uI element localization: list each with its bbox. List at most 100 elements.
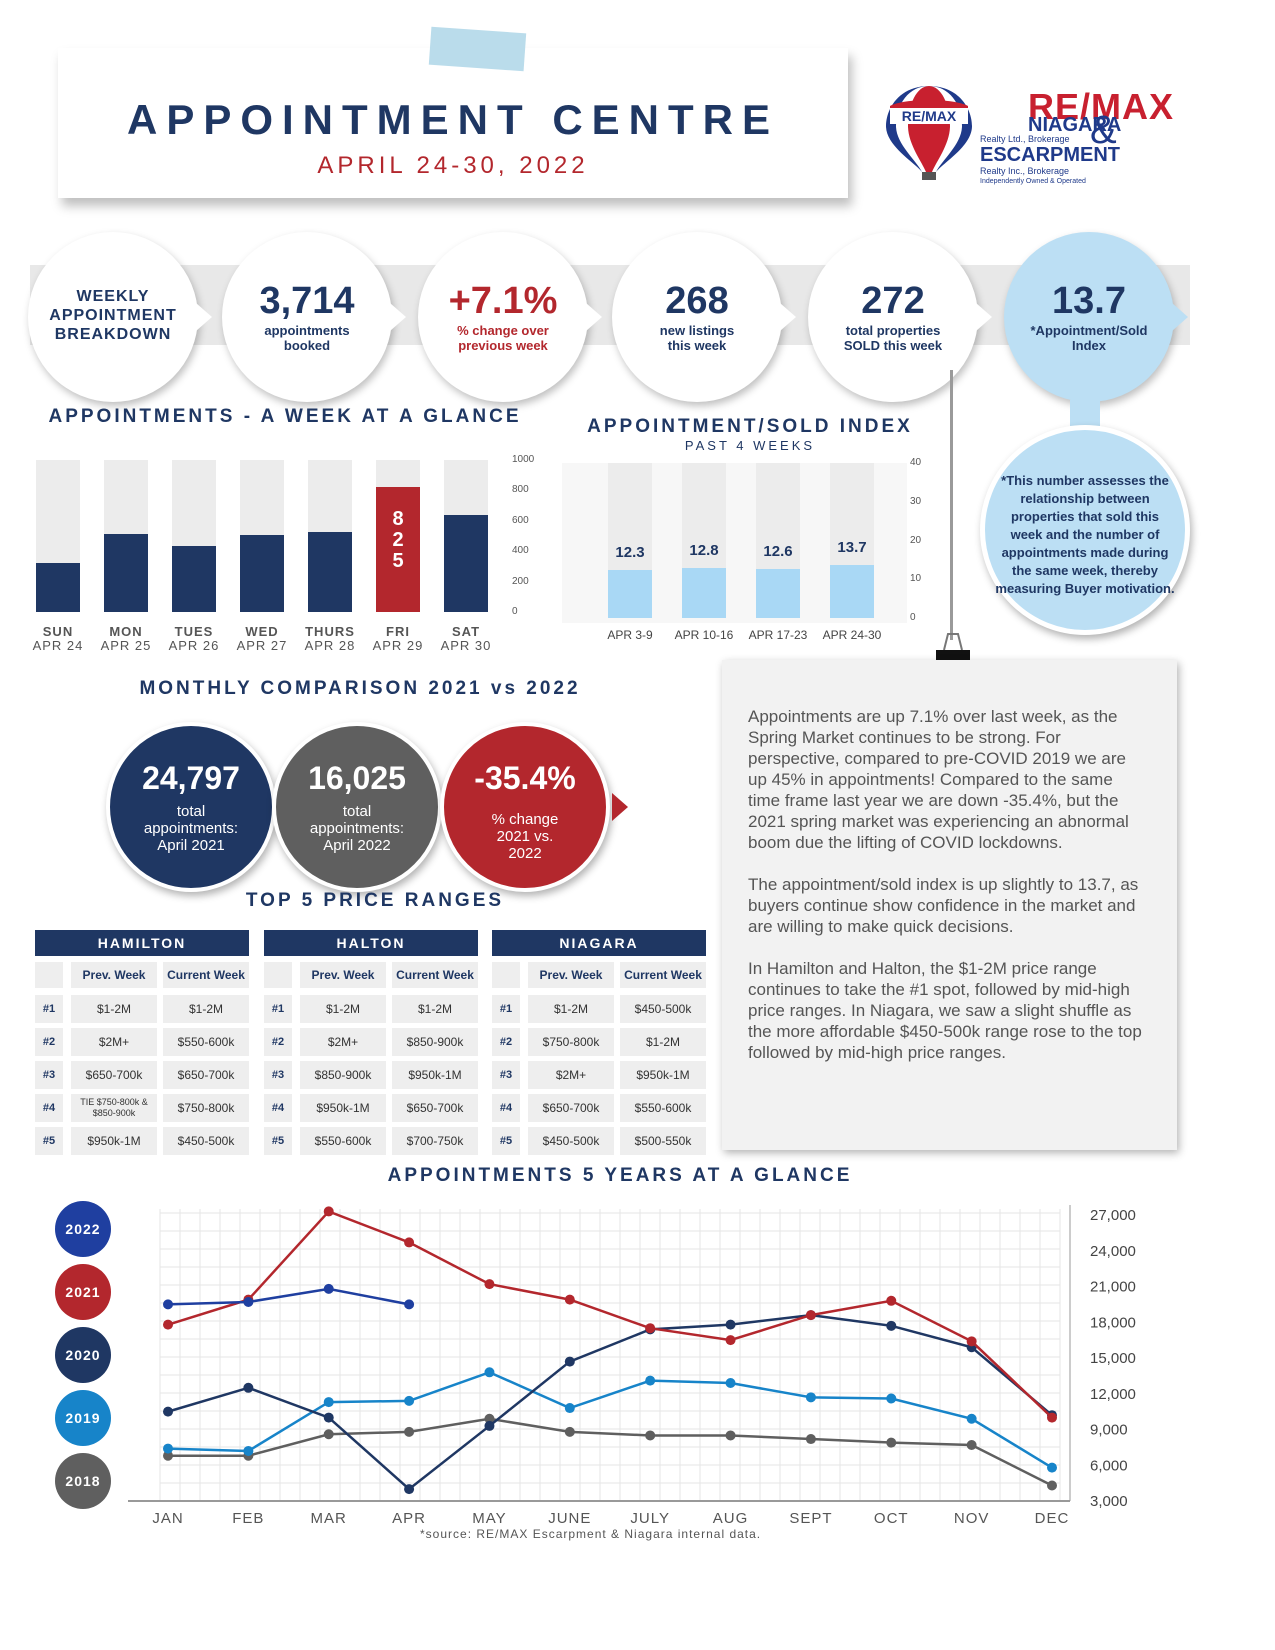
stat-sold-label: total properties SOLD this week [843,323,943,353]
balloon-logo-icon [884,84,974,184]
current-week-header: Current Week [392,962,478,988]
rank-label: #5 [264,1127,292,1155]
week-y-tick: 200 [512,575,529,587]
prev-week-value: $950k-1M [71,1127,157,1155]
week-bar [240,535,284,612]
x-tick-label: OCT [874,1510,909,1527]
five-year-title: APPOINTMENTS 5 YEARS AT A GLANCE [387,1165,853,1186]
x-tick-label: FEB [232,1510,264,1527]
rank-label: #3 [35,1061,63,1089]
price-ranges-title: TOP 5 PRICE RANGES [245,890,505,911]
connector-stem [1070,400,1100,428]
series-point-2018 [805,1434,816,1445]
arrow-icon [976,303,992,331]
y-tick-label: 15,000 [1090,1350,1136,1367]
logo-niagara: NIAGARA [1028,114,1122,136]
current-week-value: $1-2M [163,995,249,1023]
current-week-value: $750-800k [163,1094,249,1122]
series-point-2019 [725,1378,736,1389]
y-tick-label: 3,000 [1090,1493,1128,1510]
index-explanation: *This number assesses the relationship b… [980,425,1190,635]
stat-index-label: *Appointment/Sold Index [1030,323,1148,353]
current-week-header: Current Week [163,962,249,988]
series-point-2018 [484,1413,495,1424]
series-point-2021 [163,1319,173,1330]
series-point-2020 [404,1484,415,1495]
week-y-tick: 400 [512,545,529,557]
y-tick-label: 6,000 [1090,1457,1128,1474]
x-tick-label: JAN [152,1510,183,1527]
prev-week-value: $2M+ [71,1028,157,1056]
logo-niagara-sub: Realty Ltd., Brokerage [980,134,1070,144]
rank-label: #4 [264,1094,292,1122]
series-point-2019 [564,1403,575,1414]
x-tick-label: DEC [1035,1510,1070,1527]
logo-tagline: Independently Owned & Operated [980,178,1086,185]
logo-escarpment: ESCARPMENT [980,144,1121,166]
week-y-tick: 600 [512,514,529,526]
index-bar-chart: 12.3 APR 3-9 12.8 APR 10-16 12.6 APR 17-23 13.… [560,455,940,650]
index-y-tick: 0 [910,612,916,623]
series-point-2021 [484,1279,495,1290]
y-tick-label: 9,000 [1090,1422,1128,1439]
balloon-text: RE/MAX [901,108,957,124]
series-line-2021 [167,1209,1053,1419]
series-point-2020 [886,1320,897,1331]
current-week-value: $500-550k [620,1127,706,1155]
series-point-2022 [243,1296,254,1307]
page-subtitle: APRIL 24-30, 2022 [317,152,589,179]
commentary-paragraph: Appointments are up 7.1% over last week,… [748,707,1129,852]
x-tick-label: AUG [713,1510,749,1527]
series-point-2019 [484,1367,495,1378]
week-bar-chart: SUN APR 24 MON APR 25 TUES APR 26 WED APR 27 THU… [30,454,550,665]
monthly-change-value: -35.4% [474,760,576,796]
series-point-2020 [323,1412,334,1423]
index-week-label: APR 17-23 [748,628,808,642]
prev-week-value: $1-2M [528,995,614,1023]
series-point-2022 [163,1299,173,1310]
week-bar [444,514,488,612]
rank-label: #3 [264,1061,292,1089]
current-week-value: $550-600k [620,1094,706,1122]
series-point-2018 [645,1430,656,1441]
prev-week-value: $2M+ [528,1061,614,1089]
rank-label: #3 [492,1061,520,1089]
week-date-label: APR 25 [100,638,152,653]
stat-appointments-label: appointments booked [264,323,350,353]
price-table-header: HALTON [264,930,478,956]
series-point-2022 [404,1299,415,1310]
prev-week-value: TIE $750-800k & $850-900k [71,1094,157,1122]
index-bar-value: 12.6 [763,543,793,561]
series-point-2018 [564,1426,575,1437]
current-week-value: $850-900k [392,1028,478,1056]
series-point-2019 [886,1393,897,1404]
series-point-2021 [725,1335,736,1346]
week-bar [308,532,352,612]
monthly-change-label: % change 2021 vs. 2022 [491,811,559,862]
prev-week-value: $750-800k [528,1028,614,1056]
series-point-2020 [564,1356,575,1367]
monthly-2021-circle: 24,797 total appointments: April 2021 [106,722,276,892]
source-note: *source: RE/MAX Escarpment & Niagara int… [420,1527,762,1541]
index-bar-value: 12.8 [689,542,719,560]
series-point-2018 [163,1450,173,1461]
index-bar [682,568,726,618]
legend-year-2018: 2018 [55,1453,111,1509]
current-week-value: $1-2M [392,995,478,1023]
index-y-tick: 30 [910,495,922,507]
stat-listings-label: new listings this week [659,323,735,353]
week-date-label: APR 29 [372,638,424,653]
week-day-label: FRI [386,624,410,639]
week-date-label: APR 27 [236,638,288,653]
stat-intro-label: WEEKLY APPOINTMENT BREAKDOWN [49,288,177,343]
series-point-2021 [886,1295,897,1306]
legend-year-2022: 2022 [55,1201,111,1257]
current-week-value: $950k-1M [620,1061,706,1089]
prev-week-header: Prev. Week [300,962,386,988]
week-day-label: WED [245,624,279,639]
monthly-2021-label: total appointments: April 2021 [143,803,239,854]
index-week-label: APR 24-30 [822,628,882,642]
rank-label: #1 [264,995,292,1023]
series-point-2022 [323,1283,334,1294]
prev-week-value: $2M+ [300,1028,386,1056]
